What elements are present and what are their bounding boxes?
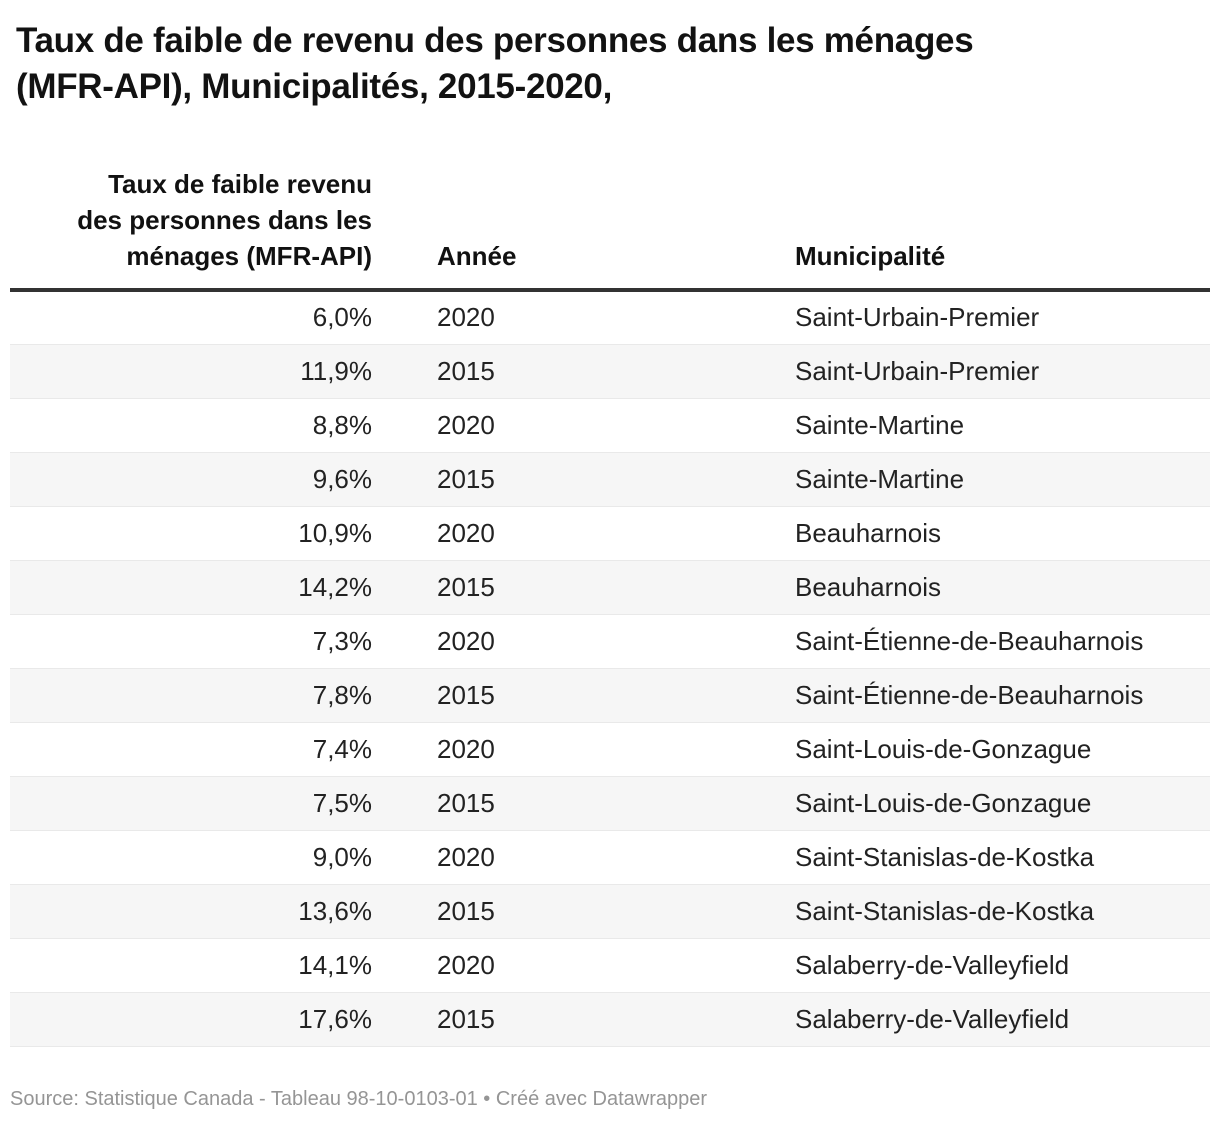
rate-cell: 9,6% <box>10 452 407 507</box>
year-cell: 2015 <box>407 560 780 615</box>
municipality-cell: Saint-Urbain-Premier <box>780 344 1210 399</box>
rate-cell: 11,9% <box>10 344 407 399</box>
table-body: 6,0% 2020 Saint-Urbain-Premier 11,9% 201… <box>10 290 1210 1047</box>
rate-cell: 13,6% <box>10 884 407 939</box>
table-row: 7,4% 2020 Saint-Louis-de-Gonzague <box>10 722 1210 777</box>
table-row: 6,0% 2020 Saint-Urbain-Premier <box>10 290 1210 345</box>
year-cell: 2020 <box>407 938 780 993</box>
year-cell: 2020 <box>407 722 780 777</box>
rate-cell: 7,5% <box>10 776 407 831</box>
year-cell: 2015 <box>407 452 780 507</box>
table-row: 7,5% 2015 Saint-Louis-de-Gonzague <box>10 776 1210 831</box>
table-row: 9,0% 2020 Saint-Stanislas-de-Kostka <box>10 830 1210 885</box>
table-row: 10,9% 2020 Beauharnois <box>10 506 1210 561</box>
table-row: 17,6% 2015 Salaberry-de-Valleyfield <box>10 992 1210 1047</box>
rate-cell: 7,4% <box>10 722 407 777</box>
header-row: Taux de faible revenu des personnes dans… <box>10 166 1210 292</box>
municipality-cell: Salaberry-de-Valleyfield <box>780 938 1210 993</box>
column-header-year: Année <box>407 166 780 292</box>
year-cell: 2020 <box>407 830 780 885</box>
year-cell: 2015 <box>407 992 780 1047</box>
rate-cell: 6,0% <box>10 290 407 345</box>
municipality-cell: Saint-Louis-de-Gonzague <box>780 776 1210 831</box>
year-cell: 2015 <box>407 668 780 723</box>
rate-cell: 10,9% <box>10 506 407 561</box>
year-cell: 2015 <box>407 884 780 939</box>
municipality-cell: Saint-Étienne-de-Beauharnois <box>780 614 1210 669</box>
table-row: 7,8% 2015 Saint-Étienne-de-Beauharnois <box>10 668 1210 723</box>
year-cell: 2015 <box>407 344 780 399</box>
rate-cell: 14,2% <box>10 560 407 615</box>
rate-cell: 17,6% <box>10 992 407 1047</box>
table-row: 14,2% 2015 Beauharnois <box>10 560 1210 615</box>
table-row: 14,1% 2020 Salaberry-de-Valleyfield <box>10 938 1210 993</box>
municipality-cell: Saint-Stanislas-de-Kostka <box>780 884 1210 939</box>
municipality-cell: Saint-Stanislas-de-Kostka <box>780 830 1210 885</box>
source-note: Source: Statistique Canada - Tableau 98-… <box>10 1087 708 1110</box>
chart-title: Taux de faible de revenu des personnes d… <box>16 21 974 106</box>
table-row: 7,3% 2020 Saint-Étienne-de-Beauharnois <box>10 614 1210 669</box>
column-header-municipality: Municipalité <box>780 166 1210 292</box>
municipality-cell: Saint-Étienne-de-Beauharnois <box>780 668 1210 723</box>
data-table: Taux de faible revenu des personnes dans… <box>10 166 1210 1047</box>
municipality-cell: Sainte-Martine <box>780 452 1210 507</box>
year-cell: 2020 <box>407 398 780 453</box>
column-header-rate: Taux de faible revenu des personnes dans… <box>10 166 407 292</box>
municipality-cell: Saint-Urbain-Premier <box>780 290 1210 345</box>
rate-cell: 9,0% <box>10 830 407 885</box>
rate-cell: 7,3% <box>10 614 407 669</box>
year-cell: 2020 <box>407 290 780 345</box>
table-row: 13,6% 2015 Saint-Stanislas-de-Kostka <box>10 884 1210 939</box>
year-cell: 2015 <box>407 776 780 831</box>
rate-cell: 8,8% <box>10 398 407 453</box>
municipality-cell: Beauharnois <box>780 506 1210 561</box>
year-cell: 2020 <box>407 506 780 561</box>
table-row: 8,8% 2020 Sainte-Martine <box>10 398 1210 453</box>
year-cell: 2020 <box>407 614 780 669</box>
municipality-cell: Beauharnois <box>780 560 1210 615</box>
table-row: 11,9% 2015 Saint-Urbain-Premier <box>10 344 1210 399</box>
municipality-cell: Salaberry-de-Valleyfield <box>780 992 1210 1047</box>
table-header: Taux de faible revenu des personnes dans… <box>10 166 1210 292</box>
municipality-cell: Sainte-Martine <box>780 398 1210 453</box>
municipality-cell: Saint-Louis-de-Gonzague <box>780 722 1210 777</box>
rate-cell: 7,8% <box>10 668 407 723</box>
table-row: 9,6% 2015 Sainte-Martine <box>10 452 1210 507</box>
rate-cell: 14,1% <box>10 938 407 993</box>
